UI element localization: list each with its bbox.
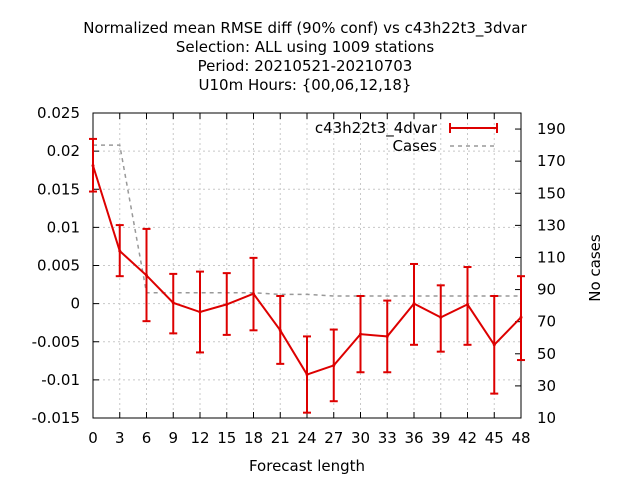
x-tick-label: 24	[297, 429, 316, 447]
data-point	[171, 301, 175, 305]
data-point	[519, 315, 523, 319]
y2-tick-label: 10	[537, 409, 556, 427]
grid-lines	[93, 113, 521, 418]
x-tick-label: 30	[351, 429, 370, 447]
data-point	[305, 373, 309, 377]
data-point	[145, 273, 148, 277]
data-point	[225, 302, 229, 306]
x-tick-label: 12	[190, 429, 209, 447]
data-point	[252, 292, 255, 296]
x-axis-ticks: 0 3 6 9 12 15 18 21 24 27 30 33 36 39 42 45 48	[88, 113, 531, 447]
title-line: U10m Hours: {00,06,12,18}	[199, 76, 412, 94]
y-tick-label: -0.015	[32, 409, 80, 427]
title-line: Period: 20210521-20210703	[198, 57, 413, 75]
data-point	[466, 302, 469, 306]
y-tick-label: 0.02	[47, 142, 80, 160]
x-tick-label: 39	[431, 429, 450, 447]
data-point	[439, 315, 443, 319]
chart-title: Normalized mean RMSE diff (90% conf) vs …	[83, 19, 527, 94]
y2-tick-label: 30	[537, 377, 556, 395]
y2-tick-label: 90	[537, 281, 556, 299]
title-line: Selection: ALL using 1009 stations	[176, 38, 435, 56]
x-tick-label: 45	[485, 429, 504, 447]
y2-tick-label: 190	[537, 120, 566, 138]
x-tick-label: 9	[168, 429, 178, 447]
data-point	[91, 164, 95, 168]
y2-tick-label: 170	[537, 152, 566, 170]
x-tick-label: 42	[458, 429, 477, 447]
y-tick-label: 0.01	[47, 218, 80, 236]
y2-axis-ticks: 190 170 150 130 110 90 70 50 30 10	[515, 120, 566, 427]
x-tick-label: 21	[271, 429, 290, 447]
x-tick-label: 33	[378, 429, 397, 447]
x-tick-label: 48	[511, 429, 530, 447]
series-layer	[89, 137, 525, 414]
data-point	[198, 310, 202, 314]
data-point	[278, 328, 282, 332]
y-tick-label: -0.01	[41, 371, 80, 389]
x-tick-label: 27	[324, 429, 343, 447]
y-tick-label: 0.015	[37, 180, 80, 198]
y2-axis-label: No cases	[586, 234, 604, 302]
x-tick-label: 3	[115, 429, 125, 447]
y2-tick-label: 130	[537, 216, 566, 234]
data-point	[385, 334, 389, 338]
legend-label-main: c43h22t3_4dvar	[315, 119, 438, 138]
x-tick-label: 36	[404, 429, 423, 447]
y2-tick-label: 150	[537, 184, 566, 202]
x-axis-label: Forecast length	[249, 457, 365, 475]
x-tick-label: 0	[88, 429, 98, 447]
y2-tick-label: 50	[537, 345, 556, 363]
y2-tick-label: 110	[537, 248, 566, 266]
y2-tick-label: 70	[537, 313, 556, 331]
x-tick-label: 6	[142, 429, 152, 447]
data-point	[118, 249, 122, 253]
legend-label-cases: Cases	[392, 137, 437, 155]
y-axis-ticks: 0.025 0.02 0.015 0.01 0.005 0 -0.005 -0.01 -0.01…	[32, 104, 99, 427]
data-point	[492, 343, 496, 347]
y-tick-label: -0.005	[32, 333, 80, 351]
x-tick-label: 18	[244, 429, 263, 447]
x-tick-label: 15	[217, 429, 236, 447]
title-line: Normalized mean RMSE diff (90% conf) vs …	[83, 19, 527, 38]
data-point	[412, 302, 416, 306]
data-point	[359, 332, 362, 336]
y-tick-label: 0.005	[37, 257, 80, 275]
y-tick-label: 0.025	[37, 104, 80, 122]
data-point	[332, 363, 336, 367]
y-tick-label: 0	[70, 295, 80, 313]
